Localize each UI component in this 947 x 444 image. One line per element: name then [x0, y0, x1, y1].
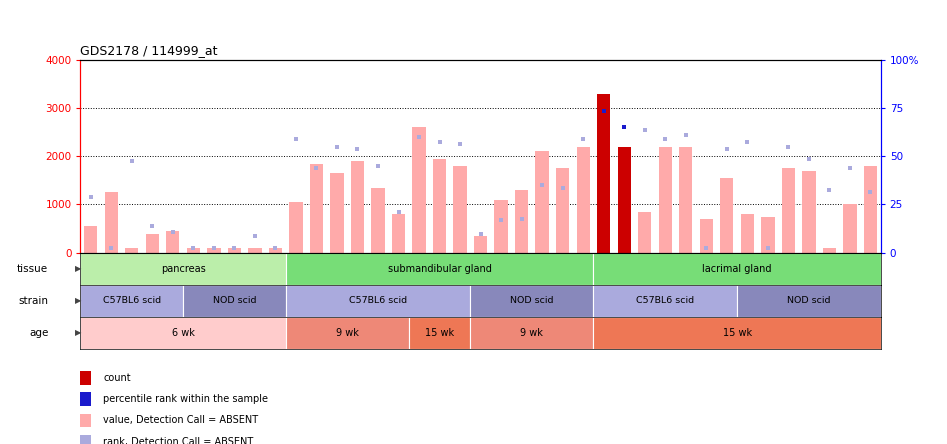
Bar — [594, 285, 737, 317]
Text: C57BL6 scid: C57BL6 scid — [636, 296, 694, 305]
Bar — [187, 248, 200, 253]
Bar — [700, 219, 713, 253]
Text: C57BL6 scid: C57BL6 scid — [348, 296, 407, 305]
Bar — [781, 168, 795, 253]
Text: 15 wk: 15 wk — [723, 328, 752, 337]
Bar — [371, 188, 384, 253]
Text: C57BL6 scid: C57BL6 scid — [102, 296, 161, 305]
Text: 6 wk: 6 wk — [171, 328, 194, 337]
Text: GDS2178 / 114999_at: GDS2178 / 114999_at — [80, 44, 218, 57]
Bar — [269, 248, 282, 253]
Text: strain: strain — [18, 296, 48, 305]
Bar — [535, 151, 549, 253]
Bar — [494, 200, 508, 253]
Bar — [331, 173, 344, 253]
Text: submandibular gland: submandibular gland — [387, 264, 491, 274]
Bar — [80, 253, 286, 285]
Bar — [350, 161, 365, 253]
Bar — [104, 192, 118, 253]
Text: percentile rank within the sample: percentile rank within the sample — [103, 394, 268, 404]
Bar — [289, 202, 303, 253]
Bar — [286, 285, 471, 317]
Bar — [720, 178, 734, 253]
Bar — [843, 204, 857, 253]
Bar — [471, 317, 594, 349]
Bar — [286, 317, 409, 349]
Text: rank, Detection Call = ABSENT: rank, Detection Call = ABSENT — [103, 437, 254, 444]
Bar — [183, 285, 286, 317]
Bar — [80, 285, 183, 317]
Bar — [802, 171, 815, 253]
Bar — [409, 317, 471, 349]
Text: pancreas: pancreas — [161, 264, 205, 274]
Bar — [412, 127, 426, 253]
Bar — [286, 253, 594, 285]
Text: 9 wk: 9 wk — [521, 328, 544, 337]
Bar — [594, 317, 881, 349]
Bar — [227, 248, 241, 253]
Bar — [658, 147, 672, 253]
Text: value, Detection Call = ABSENT: value, Detection Call = ABSENT — [103, 416, 259, 425]
Bar — [80, 317, 286, 349]
Bar — [125, 248, 138, 253]
Bar — [392, 214, 405, 253]
Bar — [594, 253, 881, 285]
Bar — [207, 248, 221, 253]
Bar — [679, 147, 692, 253]
Text: lacrimal gland: lacrimal gland — [703, 264, 772, 274]
Bar — [310, 163, 323, 253]
Bar — [638, 212, 652, 253]
Text: ▶: ▶ — [76, 264, 81, 273]
Bar — [248, 248, 261, 253]
Bar — [597, 94, 611, 253]
Bar — [761, 217, 775, 253]
Text: tissue: tissue — [17, 264, 48, 274]
Bar — [737, 285, 881, 317]
Bar — [454, 166, 467, 253]
Bar — [515, 190, 528, 253]
Bar — [556, 168, 569, 253]
Bar — [617, 147, 631, 253]
Bar — [433, 159, 446, 253]
Bar — [471, 285, 594, 317]
Text: 9 wk: 9 wk — [336, 328, 359, 337]
Text: ▶: ▶ — [76, 296, 81, 305]
Bar — [474, 236, 488, 253]
Bar — [741, 214, 754, 253]
Text: ▶: ▶ — [76, 328, 81, 337]
Bar — [823, 248, 836, 253]
Bar — [84, 226, 98, 253]
Text: NOD scid: NOD scid — [787, 296, 831, 305]
Text: count: count — [103, 373, 131, 383]
Bar — [577, 147, 590, 253]
Text: NOD scid: NOD scid — [510, 296, 554, 305]
Bar — [166, 231, 180, 253]
Text: NOD scid: NOD scid — [213, 296, 256, 305]
Bar — [864, 166, 877, 253]
Text: 15 wk: 15 wk — [425, 328, 455, 337]
Bar — [146, 234, 159, 253]
Text: age: age — [29, 328, 48, 337]
